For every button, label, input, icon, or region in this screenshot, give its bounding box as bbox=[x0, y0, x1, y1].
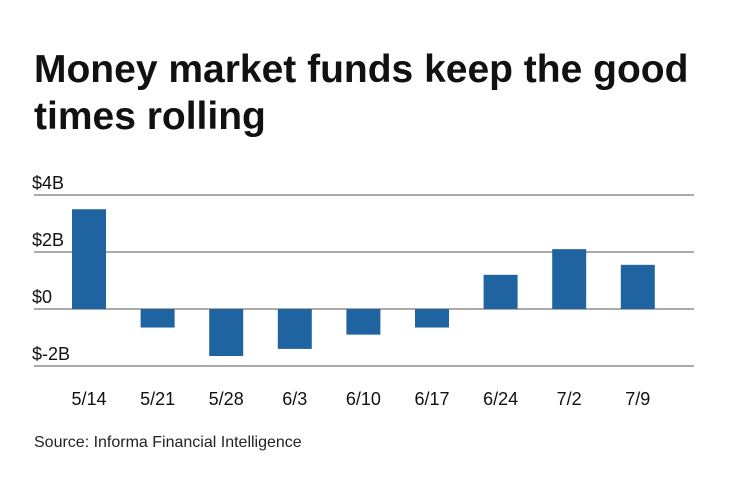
y-tick-label: $-2B bbox=[32, 344, 70, 364]
bar bbox=[552, 249, 587, 309]
y-axis-labels: $-2B $0 $2B $4B bbox=[32, 173, 70, 364]
bar bbox=[209, 309, 244, 357]
x-tick-label: 5/28 bbox=[209, 389, 244, 409]
bar bbox=[140, 309, 175, 328]
bar bbox=[620, 264, 655, 309]
x-tick-label: 6/10 bbox=[346, 389, 381, 409]
x-tick-label: 7/9 bbox=[625, 389, 650, 409]
x-tick-label: 7/2 bbox=[557, 389, 582, 409]
y-tick-label: $2B bbox=[32, 230, 64, 250]
chart-title: Money market funds keep the good times r… bbox=[34, 48, 689, 138]
source-note: Source: Informa Financial Intelligence bbox=[34, 434, 302, 451]
gridlines bbox=[34, 194, 694, 367]
x-tick-label: 6/24 bbox=[483, 389, 518, 409]
bar bbox=[72, 209, 106, 309]
x-tick-label: 6/3 bbox=[282, 389, 307, 409]
bar bbox=[415, 309, 449, 328]
bars bbox=[72, 209, 655, 357]
x-tick-label: 6/17 bbox=[414, 389, 449, 409]
bar bbox=[346, 309, 381, 335]
x-tick-label: 5/21 bbox=[140, 389, 175, 409]
bar bbox=[483, 274, 518, 309]
bar bbox=[277, 309, 312, 349]
y-tick-label: $0 bbox=[32, 287, 52, 307]
y-tick-label: $4B bbox=[32, 173, 64, 193]
x-axis-labels: 5/14 5/21 5/28 6/3 6/10 6/17 6/24 7/2 7/9 bbox=[71, 389, 650, 409]
x-tick-label: 5/14 bbox=[71, 389, 106, 409]
